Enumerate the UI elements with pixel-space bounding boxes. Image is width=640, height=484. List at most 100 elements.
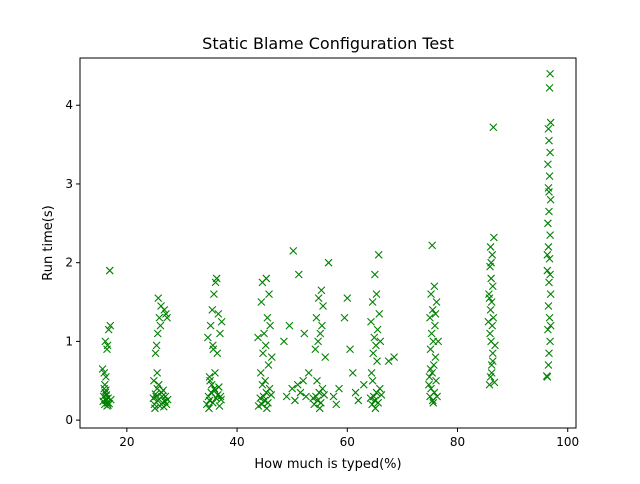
data-point-x-marker: [545, 172, 554, 180]
data-point-x-marker: [282, 392, 291, 401]
data-point-x-marker: [152, 341, 161, 350]
data-point-x-marker: [103, 341, 112, 350]
data-point-x-marker: [545, 313, 554, 322]
data-point-x-marker: [335, 384, 343, 393]
data-point-x-marker: [266, 321, 275, 330]
data-point-x-marker: [257, 298, 266, 306]
data-point-x-marker: [425, 372, 434, 381]
data-point-x-marker: [546, 270, 554, 279]
data-point-x-marker: [289, 246, 298, 255]
data-point-x-marker: [546, 231, 554, 240]
data-point-x-marker: [155, 313, 164, 322]
data-point-x-marker: [545, 254, 554, 263]
data-point-x-marker: [259, 349, 267, 358]
data-point-x-marker: [544, 325, 552, 334]
data-point-x-marker: [160, 306, 169, 314]
data-point-x-marker: [300, 329, 309, 338]
data-point-x-marker: [546, 321, 555, 330]
data-point-x-marker: [153, 329, 162, 338]
data-point-x-marker: [100, 369, 109, 377]
data-point-x-marker: [294, 270, 303, 279]
data-point-x-marker: [318, 384, 327, 393]
data-point-x-marker: [430, 388, 439, 397]
data-point-x-marker: [426, 345, 435, 354]
data-point-x-marker: [367, 369, 376, 377]
data-point-x-marker: [544, 361, 553, 369]
x-axis-label: How much is typed(%): [254, 457, 401, 472]
data-point-x-marker: [104, 401, 112, 410]
data-point-x-marker: [261, 376, 270, 385]
data-point-x-marker: [490, 378, 499, 387]
data-point-x-marker: [302, 392, 310, 401]
data-point-x-marker: [293, 380, 302, 389]
data-point-x-marker: [370, 396, 379, 405]
data-point-x-marker: [431, 321, 439, 330]
data-point-x-marker: [489, 123, 498, 132]
data-points: [98, 69, 555, 413]
data-point-x-marker: [217, 317, 226, 326]
data-point-x-marker: [208, 306, 217, 314]
data-point-x-marker: [487, 258, 496, 267]
data-point-x-marker: [99, 397, 108, 406]
data-point-x-marker: [546, 118, 555, 127]
data-point-x-marker: [321, 353, 330, 362]
data-point-x-marker: [265, 290, 273, 299]
data-point-x-marker: [488, 250, 497, 259]
data-point-x-marker: [299, 376, 308, 385]
data-point-x-marker: [369, 349, 378, 358]
data-point-x-marker: [280, 337, 288, 346]
data-point-x-marker: [212, 274, 221, 283]
data-point-x-marker: [309, 394, 318, 402]
data-point-x-marker: [262, 404, 271, 413]
data-point-x-marker: [368, 376, 377, 385]
data-point-x-marker: [426, 365, 435, 373]
data-point-x-marker: [545, 84, 554, 92]
data-point-x-marker: [215, 402, 224, 410]
data-point-x-marker: [159, 402, 168, 411]
data-point-x-marker: [208, 341, 217, 350]
data-point-x-marker: [159, 386, 168, 395]
data-point-x-marker: [314, 294, 323, 302]
x-tick-label: 20: [119, 435, 134, 449]
y-tick-label: 4: [65, 98, 73, 112]
data-point-x-marker: [543, 266, 552, 275]
data-point-x-marker: [427, 329, 436, 338]
data-point-x-marker: [431, 353, 440, 362]
data-point-x-marker: [430, 282, 439, 291]
data-point-x-marker: [262, 274, 271, 283]
data-point-x-marker: [314, 337, 322, 346]
data-point-x-marker: [372, 290, 381, 299]
data-point-x-marker: [214, 383, 223, 391]
x-axis-ticks: 20 40 60 80 100: [119, 428, 579, 449]
data-point-x-marker: [545, 278, 553, 287]
data-point-x-marker: [544, 302, 553, 310]
data-point-x-marker: [264, 361, 273, 369]
data-point-x-marker: [484, 317, 493, 326]
data-point-x-marker: [154, 294, 163, 302]
data-point-x-marker: [384, 357, 393, 365]
data-point-x-marker: [377, 391, 386, 399]
data-point-x-marker: [267, 353, 276, 362]
data-point-x-marker: [366, 394, 375, 402]
data-point-x-marker: [202, 400, 211, 409]
data-point-x-marker: [149, 394, 158, 402]
data-point-x-marker: [489, 233, 498, 242]
data-point-x-marker: [319, 302, 327, 310]
data-point-x-marker: [370, 333, 379, 342]
data-point-x-marker: [545, 187, 553, 196]
data-point-x-marker: [315, 404, 324, 413]
data-point-x-marker: [313, 396, 322, 405]
data-point-x-marker: [104, 325, 113, 334]
data-point-x-marker: [311, 345, 320, 354]
data-point-x-marker: [340, 313, 349, 322]
data-point-x-marker: [434, 337, 443, 346]
data-point-x-marker: [343, 294, 352, 302]
data-point-x-marker: [428, 306, 437, 314]
data-point-x-marker: [376, 337, 385, 346]
data-point-x-marker: [485, 294, 494, 302]
data-point-x-marker: [149, 376, 158, 385]
data-point-x-marker: [428, 369, 437, 377]
plot-area-frame: [79, 57, 577, 429]
data-point-x-marker: [258, 380, 267, 389]
data-point-x-marker: [216, 392, 225, 401]
